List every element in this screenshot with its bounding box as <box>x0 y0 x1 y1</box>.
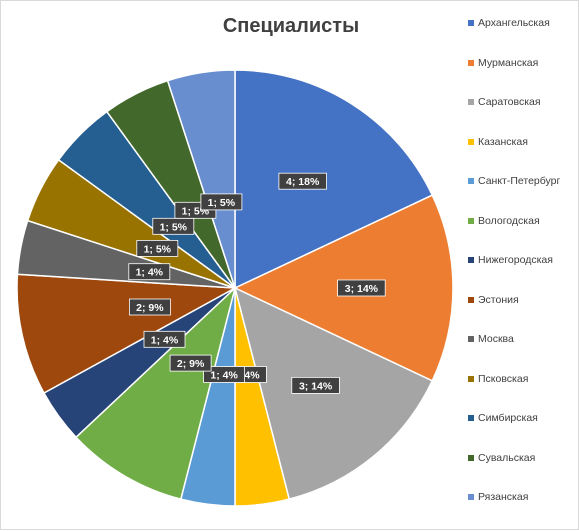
data-label-6: 2; 9% <box>169 354 212 372</box>
pie-slice-1 <box>234 69 434 290</box>
legend-label: Саратовская <box>478 96 541 108</box>
data-label-text: 4; 18% <box>286 176 320 188</box>
data-label-box <box>337 279 386 297</box>
data-label-text: 2; 9% <box>177 358 205 370</box>
legend-item: Псковская <box>468 373 528 385</box>
data-label-text: 1; 5% <box>208 197 236 209</box>
data-label-box <box>291 376 340 394</box>
data-label-box <box>169 354 212 372</box>
legend-label: Москва <box>478 333 514 345</box>
data-label-3: 3; 14% <box>291 376 340 394</box>
data-label-11: 1; 5% <box>152 217 195 235</box>
data-label-box <box>278 172 327 190</box>
legend-label: Эстония <box>478 293 519 306</box>
data-label-box <box>152 217 195 235</box>
legend-item: Эстония <box>468 294 519 306</box>
legend-swatch <box>468 296 474 303</box>
legend-item: Сувальская <box>468 452 535 464</box>
data-label-text: 1; 4% <box>210 370 238 382</box>
data-label-box <box>128 263 171 281</box>
legend-label: Вологодская <box>478 214 540 227</box>
legend-label: Санкт-Петербург <box>478 175 561 187</box>
legend-label: Нижегородская <box>478 254 553 266</box>
data-label-7: 1; 4% <box>143 330 186 348</box>
legend-swatch <box>468 178 474 184</box>
legend-swatch <box>468 375 474 382</box>
pie-slice-8 <box>16 273 238 395</box>
legend-label: Архангельская <box>478 17 550 29</box>
legend-item: Саратовская <box>468 96 541 108</box>
data-label-1: 4; 18% <box>278 172 327 190</box>
legend-item: Санкт-Петербург <box>468 175 560 187</box>
data-label-text: 3; 14% <box>299 380 333 392</box>
data-label-text: 3; 14% <box>345 283 379 295</box>
data-label-text: 1; 5% <box>144 243 172 255</box>
legend-label: Псковская <box>478 372 529 385</box>
legend-item: Вологодская <box>468 215 540 227</box>
data-label-5: 1; 4% <box>203 366 246 383</box>
legend-swatch <box>468 59 474 66</box>
legend-label: Казанская <box>478 135 528 148</box>
legend-item: Архангельская <box>468 17 550 29</box>
legend-item: Нижегородская <box>468 254 553 266</box>
chart-title: Специалисты <box>222 15 360 37</box>
legend-swatch <box>468 20 474 26</box>
legend-item: Казанская <box>468 136 528 148</box>
data-label-13: 1; 5% <box>200 193 243 211</box>
legend-swatch <box>468 494 474 500</box>
legend-swatch <box>468 138 474 145</box>
data-label-2: 3; 14% <box>337 279 386 297</box>
legend-swatch <box>468 217 474 224</box>
data-label-text: 1; 5% <box>160 221 188 233</box>
legend-label: Мурманская <box>478 56 539 69</box>
pie-slice-6 <box>75 285 237 501</box>
data-label-box <box>136 239 179 257</box>
legend-label: Рязанская <box>478 491 529 503</box>
legend-swatch <box>468 454 474 461</box>
data-label-text: 2; 9% <box>136 302 164 314</box>
data-label-box <box>203 366 246 383</box>
legend-item: Симбирская <box>468 412 538 424</box>
legend-swatch <box>468 415 474 421</box>
pie-slice-13 <box>166 69 236 289</box>
data-label-text: 1; 4% <box>136 267 164 279</box>
data-label-8: 2; 9% <box>128 298 171 316</box>
legend-label: Сувальская <box>478 451 536 464</box>
legend-label: Симбирская <box>478 412 538 424</box>
legend-item: Мурманская <box>468 57 538 69</box>
legend-swatch <box>468 336 474 342</box>
legend-item: Рязанская <box>468 491 528 503</box>
legend-item: Москва <box>468 333 514 345</box>
data-label-box <box>200 193 243 211</box>
data-label-10: 1; 5% <box>136 239 179 257</box>
data-label-text: 1; 4% <box>151 334 179 346</box>
data-label-box <box>143 330 186 348</box>
data-label-box <box>128 298 171 316</box>
data-label-9: 1; 4% <box>128 263 171 281</box>
legend-swatch <box>468 99 474 105</box>
legend-swatch <box>468 257 474 263</box>
